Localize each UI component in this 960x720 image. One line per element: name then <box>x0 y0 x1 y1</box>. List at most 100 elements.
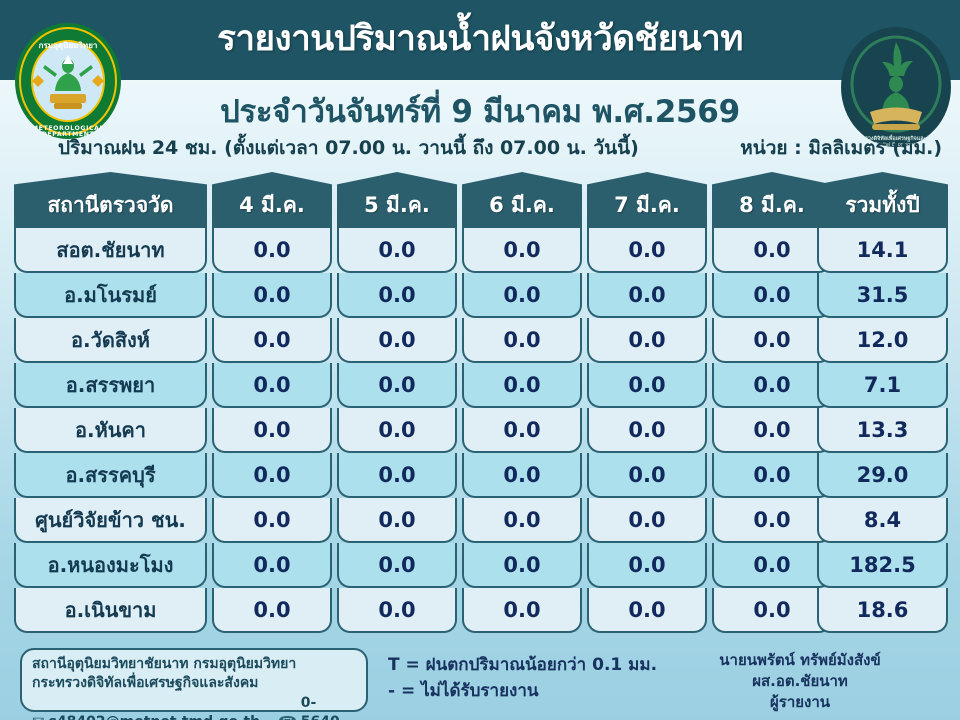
rainfall-value-cell: 0.0 <box>212 543 332 588</box>
rainfall-value-cell: 0.0 <box>212 498 332 543</box>
rainfall-value-cell: 0.0 <box>587 588 707 633</box>
svg-text:Ministry of Digital Economy an: Ministry of Digital Economy and Society <box>846 142 947 148</box>
table-column-6: รวมทั้งปี 14.1 31.5 12.0 7.1 13.3 29.0 8.4 182.5… <box>817 172 948 633</box>
station-name-cell: อ.หนองมะโมง <box>14 543 207 588</box>
rainfall-value-cell: 0.0 <box>337 543 457 588</box>
rainfall-value-cell: 182.5 <box>817 543 948 588</box>
rainfall-value-cell: 0.0 <box>712 543 832 588</box>
rainfall-value-cell: 0.0 <box>712 273 832 318</box>
rainfall-value-cell: 0.0 <box>712 318 832 363</box>
rainfall-value-cell: 18.6 <box>817 588 948 633</box>
column-header[interactable]: สถานีตรวจวัด <box>14 172 207 228</box>
legend-no-report: - = ไม่ได้รับรายงาน <box>388 681 539 701</box>
rainfall-value-cell: 0.0 <box>587 363 707 408</box>
rainfall-value-cell: 0.0 <box>212 318 332 363</box>
rainfall-value-cell: 0.0 <box>712 363 832 408</box>
rainfall-value-cell: 0.0 <box>212 273 332 318</box>
rainfall-value-cell: 0.0 <box>587 498 707 543</box>
station-name-cell: อ.สรรคบุรี <box>14 453 207 498</box>
rainfall-value-cell: 13.3 <box>817 408 948 453</box>
rainfall-value-cell: 0.0 <box>337 318 457 363</box>
phone-number[interactable]: 0-5640-5202 <box>300 695 346 720</box>
org-line-2: กระทรวงดิจิทัลเพื่อเศรษฐกิจและสังคม <box>32 675 259 691</box>
table-column-3: 6 มี.ค. 0.0 0.0 0.0 0.0 0.0 0.0 0.0 0.0 0.0 <box>462 172 582 633</box>
rainfall-value-cell: 0.0 <box>587 543 707 588</box>
signer-role: ผู้รายงาน <box>769 693 831 711</box>
rainfall-value-cell: 0.0 <box>712 453 832 498</box>
station-name-cell: ศูนย์วิจัยข้าว ชน. <box>14 498 207 543</box>
rainfall-value-cell: 0.0 <box>462 228 582 273</box>
station-name-cell: สอต.ชัยนาท <box>14 228 207 273</box>
column-header[interactable]: รวมทั้งปี <box>817 172 948 228</box>
table-column-0: สถานีตรวจวัด สอต.ชัยนาท อ.มโนรมย์ อ.วัดสิงห… <box>14 172 207 633</box>
svg-text:DEPARTMENT: DEPARTMENT <box>42 131 95 138</box>
organization-info-box: สถานีอุตุนิยมวิทยาชัยนาท กรมอุตุนิยมวิทย… <box>20 648 368 720</box>
column-header[interactable]: 7 มี.ค. <box>587 172 707 228</box>
rainfall-value-cell: 0.0 <box>462 273 582 318</box>
org-line-1: สถานีอุตุนิยมวิทยาชัยนาท กรมอุตุนิยมวิทย… <box>32 656 297 672</box>
column-header[interactable]: 4 มี.ค. <box>212 172 332 228</box>
column-header[interactable]: 6 มี.ค. <box>462 172 582 228</box>
ministry-digital-economy-logo: กระทรวงดิจิทัลเพื่อเศรษฐกิจและสังคม Mini… <box>841 27 951 148</box>
rainfall-value-cell: 0.0 <box>587 453 707 498</box>
rainfall-value-cell: 12.0 <box>817 318 948 363</box>
rainfall-value-cell: 7.1 <box>817 363 948 408</box>
signer-name: นายนพรัตน์ ทรัพย์มังสังข์ <box>719 651 881 669</box>
rainfall-value-cell: 0.0 <box>462 588 582 633</box>
report-date: ประจำวันจันทร์ที่ 9 มีนาคม พ.ศ.2569 <box>220 94 740 130</box>
email-icon: ✉ <box>32 715 45 720</box>
svg-text:กระทรวงดิจิทัลเพื่อเศรษฐกิจและ: กระทรวงดิจิทัลเพื่อเศรษฐกิจและสังคม <box>852 134 940 142</box>
rainfall-value-cell: 0.0 <box>587 318 707 363</box>
rainfall-value-cell: 0.0 <box>337 588 457 633</box>
station-name-cell: อ.เนินขาม <box>14 588 207 633</box>
header-band <box>0 0 960 80</box>
rainfall-value-cell: 0.0 <box>337 228 457 273</box>
signature-block: นายนพรัตน์ ทรัพย์มังสังข์ ผส.อต.ชัยนาท ผ… <box>660 650 940 713</box>
table-column-5: 8 มี.ค. 0.0 0.0 0.0 0.0 0.0 0.0 0.0 0.0 0.0 <box>712 172 832 633</box>
tmd-seal-logo: กรมอุตุนิยมวิทยา METEOROLOGICAL DEPARTME… <box>15 23 121 139</box>
rainfall-value-cell: 29.0 <box>817 453 948 498</box>
rainfall-value-cell: 0.0 <box>337 408 457 453</box>
column-header[interactable]: 8 มี.ค. <box>712 172 832 228</box>
rainfall-value-cell: 0.0 <box>337 498 457 543</box>
phone-icon: ☎ <box>278 715 297 720</box>
table-column-1: 4 มี.ค. 0.0 0.0 0.0 0.0 0.0 0.0 0.0 0.0 0.0 <box>212 172 332 633</box>
rainfall-value-cell: 0.0 <box>587 408 707 453</box>
rainfall-value-cell: 0.0 <box>462 318 582 363</box>
rainfall-value-cell: 8.4 <box>817 498 948 543</box>
station-name-cell: อ.วัดสิงห์ <box>14 318 207 363</box>
rainfall-value-cell: 0.0 <box>712 588 832 633</box>
svg-text:METEOROLOGICAL: METEOROLOGICAL <box>32 125 104 132</box>
column-header[interactable]: 5 มี.ค. <box>337 172 457 228</box>
rainfall-value-cell: 14.1 <box>817 228 948 273</box>
page-title: รายงานปริมาณน้ำฝนจังหวัดชัยนาท <box>217 19 743 59</box>
rainfall-value-cell: 0.0 <box>712 498 832 543</box>
unit-label: หน่วย : มิลลิเมตร (มม.) <box>740 137 942 159</box>
rainfall-value-cell: 31.5 <box>817 273 948 318</box>
station-name-cell: อ.มโนรมย์ <box>14 273 207 318</box>
measurement-period: ปริมาณฝน 24 ชม. (ตั้งแต่เวลา 07.00 น. วา… <box>58 137 639 159</box>
rainfall-value-cell: 0.0 <box>212 228 332 273</box>
rainfall-value-cell: 0.0 <box>712 228 832 273</box>
station-name-cell: อ.สรรพยา <box>14 363 207 408</box>
rainfall-value-cell: 0.0 <box>212 588 332 633</box>
rainfall-value-cell: 0.0 <box>462 363 582 408</box>
rainfall-value-cell: 0.0 <box>712 408 832 453</box>
rainfall-value-cell: 0.0 <box>462 408 582 453</box>
rainfall-value-cell: 0.0 <box>337 273 457 318</box>
legend: T = ฝนตกปริมาณน้อยกว่า 0.1 มม. - = ไม่ได… <box>388 652 657 704</box>
email-address[interactable]: s48402@metnet.tmd.go.th <box>49 713 261 720</box>
rainfall-value-cell: 0.0 <box>337 363 457 408</box>
rainfall-value-cell: 0.0 <box>462 453 582 498</box>
subtitle-row: ปริมาณฝน 24 ชม. (ตั้งแต่เวลา 07.00 น. วา… <box>0 133 960 161</box>
rainfall-value-cell: 0.0 <box>212 363 332 408</box>
rainfall-value-cell: 0.0 <box>212 453 332 498</box>
contact-row: ✉ s48402@metnet.tmd.go.th ☎ 0-5640-5202 <box>32 694 356 720</box>
table-column-2: 5 มี.ค. 0.0 0.0 0.0 0.0 0.0 0.0 0.0 0.0 0.0 <box>337 172 457 633</box>
station-name-cell: อ.หันคา <box>14 408 207 453</box>
legend-trace: T = ฝนตกปริมาณน้อยกว่า 0.1 มม. <box>388 655 658 675</box>
rainfall-value-cell: 0.0 <box>587 228 707 273</box>
rainfall-value-cell: 0.0 <box>462 543 582 588</box>
signer-title: ผส.อต.ชัยนาท <box>752 672 848 690</box>
